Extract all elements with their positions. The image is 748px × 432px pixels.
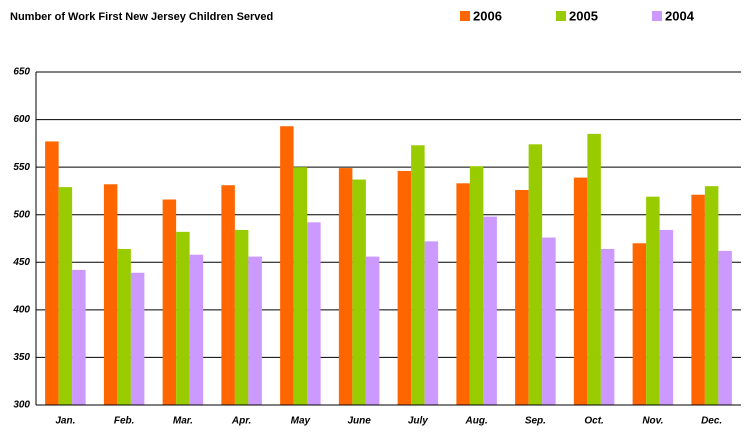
x-tick-label: Apr. xyxy=(231,416,251,427)
bar xyxy=(307,222,321,405)
x-tick-label: Nov. xyxy=(642,416,663,427)
bar xyxy=(456,183,470,405)
y-tick-label: 550 xyxy=(13,162,30,173)
bar xyxy=(365,256,380,405)
bar xyxy=(411,145,425,405)
y-tick-label: 600 xyxy=(13,114,30,125)
bar xyxy=(293,167,308,405)
bar xyxy=(58,187,73,405)
x-tick-label: Mar. xyxy=(173,416,193,427)
x-tick-label: Dec. xyxy=(701,416,722,427)
x-tick-label: Sep. xyxy=(525,416,546,427)
legend-label: 2004 xyxy=(665,8,695,23)
x-tick-label: July xyxy=(408,416,428,427)
bar xyxy=(600,248,615,405)
bar xyxy=(515,189,529,405)
bar xyxy=(189,254,204,405)
legend-label: 2005 xyxy=(569,8,598,23)
bar xyxy=(573,177,588,405)
legend-swatch xyxy=(556,11,566,21)
bar xyxy=(221,185,235,405)
bar xyxy=(691,194,705,405)
y-tick-label: 350 xyxy=(13,352,30,363)
bar xyxy=(45,141,59,405)
y-tick-label: 500 xyxy=(13,209,30,220)
bar xyxy=(72,269,86,405)
bar xyxy=(117,248,131,405)
y-tick-label: 400 xyxy=(12,304,30,315)
legend-swatch xyxy=(460,11,470,21)
bar xyxy=(248,256,262,405)
chart-title: Number of Work First New Jersey Children… xyxy=(10,11,273,23)
y-tick-label: 300 xyxy=(13,400,30,411)
bar xyxy=(397,170,412,405)
bar xyxy=(103,184,118,405)
x-tick-label: Oct. xyxy=(584,416,603,427)
bar xyxy=(587,133,601,406)
bar xyxy=(646,196,660,405)
bar xyxy=(130,272,145,405)
bar xyxy=(528,144,543,405)
bar xyxy=(469,166,484,405)
bar xyxy=(659,229,674,405)
bar xyxy=(542,237,556,405)
bar xyxy=(483,216,497,405)
legend-swatch xyxy=(652,11,662,21)
bar xyxy=(632,243,647,405)
bar xyxy=(176,231,190,405)
x-tick-label: Aug. xyxy=(465,416,488,427)
bar xyxy=(234,229,249,405)
bar xyxy=(718,250,732,405)
y-tick-label: 650 xyxy=(13,67,30,78)
x-tick-label: May xyxy=(291,416,311,427)
x-tick-label: June xyxy=(347,416,371,427)
x-tick-label: Jan. xyxy=(55,416,75,427)
x-tick-label: Feb. xyxy=(114,416,135,427)
bar xyxy=(162,199,177,405)
bar xyxy=(424,241,439,405)
bar xyxy=(338,168,353,405)
bar xyxy=(280,126,294,405)
bar xyxy=(352,179,366,405)
legend-label: 2006 xyxy=(473,8,502,23)
y-tick-label: 450 xyxy=(12,257,30,268)
bar xyxy=(704,186,719,405)
